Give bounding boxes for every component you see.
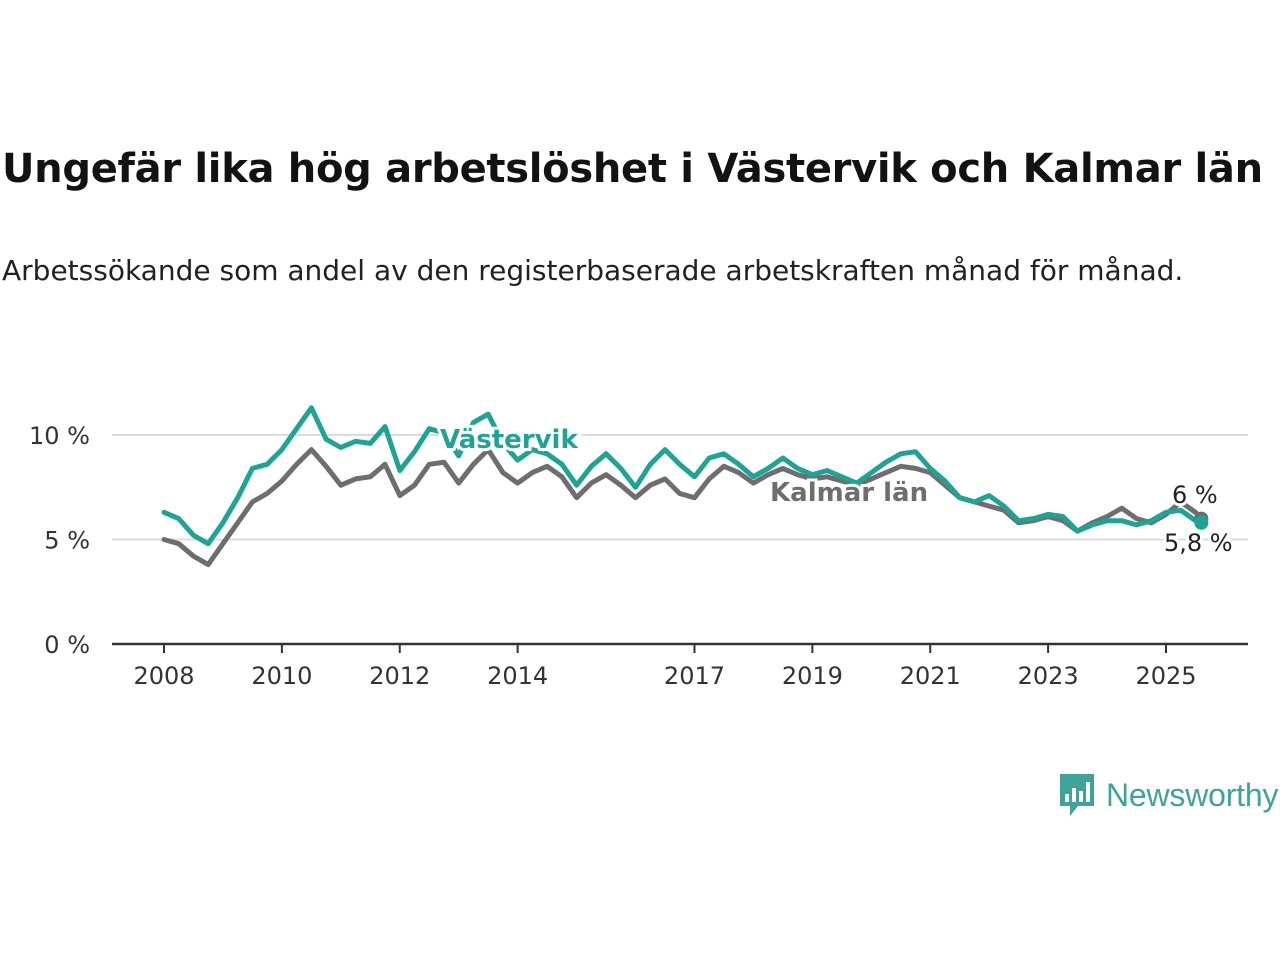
chart-subtitle: Arbetssökande som andel av den registerb… [2,254,1184,287]
line-chart: 0 % 5 % 10 % 2008 2010 2012 2014 2017 2019 2021 2… [29,405,1248,690]
newsworthy-logo-text: Newsworthy [1106,776,1279,813]
x-tick-label: 2023 [1018,662,1079,690]
y-tick-label: 0 % [44,631,90,659]
end-value-label-vastervik: 5,8 % [1164,529,1233,557]
x-tick-label: 2012 [369,662,430,690]
y-tick-label: 5 % [44,527,90,555]
chart-title: Ungefär lika hög arbetslöshet i Västervi… [2,146,1263,192]
series-line-vastervik [161,405,1204,547]
x-tick-label: 2014 [487,662,548,690]
series-end-marker-vastervik [1194,515,1209,530]
x-tick-label: 2008 [133,662,194,690]
newsworthy-logo-icon [1060,774,1094,816]
series-label-vastervik: Västervik [440,425,578,455]
end-value-label-kalmar-lan: 6 % [1172,481,1218,509]
newsworthy-logo[interactable]: Newsworthy [1058,772,1278,818]
x-tick-label: 2025 [1135,662,1196,690]
series-label-kalmar-lan: Kalmar län [770,478,928,508]
x-tick-label: 2021 [900,662,961,690]
y-tick-label: 10 % [29,422,90,450]
x-tick-label: 2019 [782,662,843,690]
x-tick-label: 2017 [664,662,725,690]
x-tick-label: 2010 [251,662,312,690]
